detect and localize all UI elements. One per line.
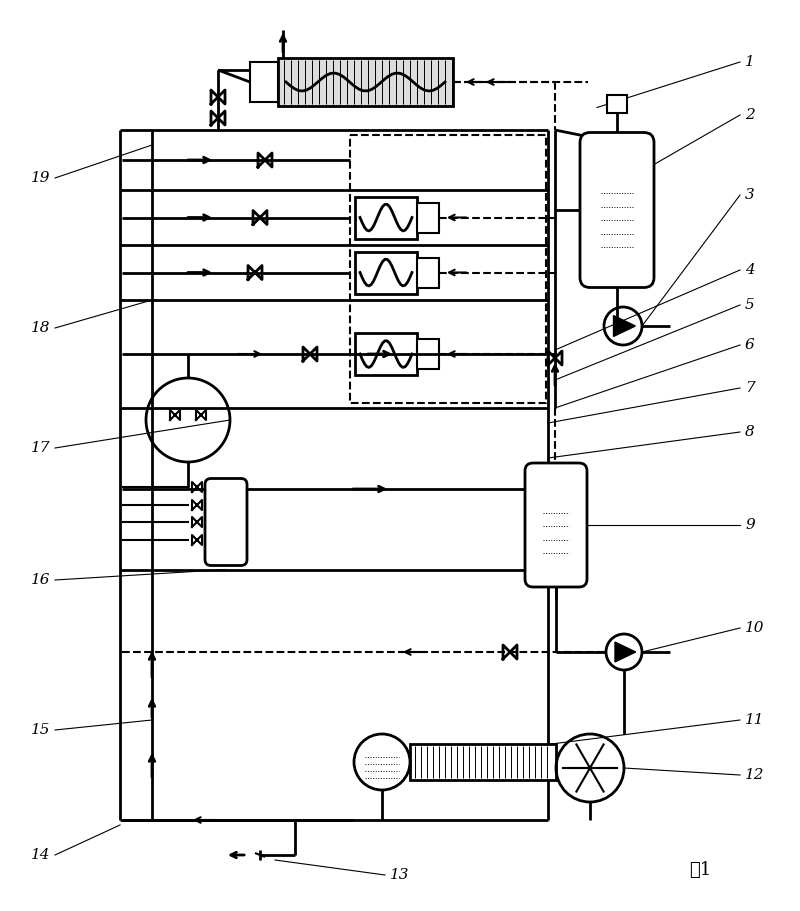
Text: 18: 18 [30,321,50,335]
Bar [355,197,417,239]
Bar [417,258,439,288]
Bar [355,333,417,375]
Polygon shape [614,315,635,336]
Text: 4: 4 [745,263,754,277]
Text: 15: 15 [30,723,50,737]
Text: 2: 2 [745,108,754,122]
Text: 9: 9 [745,518,754,532]
Text: 6: 6 [745,338,754,352]
Text: 7: 7 [745,381,754,395]
Bar [417,202,439,232]
Bar [250,62,278,102]
Text: 14: 14 [30,848,50,862]
Text: 16: 16 [30,573,50,587]
FancyBboxPatch shape [580,132,654,288]
FancyBboxPatch shape [205,478,247,566]
Bar [417,339,439,369]
Text: 12: 12 [745,768,765,782]
Bar [278,58,453,106]
Text: 8: 8 [745,425,754,439]
Text: 10: 10 [745,621,765,635]
Bar [410,744,556,780]
Bar [607,95,627,112]
Text: 图1: 图1 [689,861,711,879]
Text: 5: 5 [745,298,754,312]
Text: 13: 13 [390,868,410,882]
Text: 3: 3 [745,188,754,202]
Polygon shape [615,642,636,662]
Text: 19: 19 [30,171,50,185]
Text: 11: 11 [745,713,765,727]
Text: 1: 1 [745,55,754,69]
Bar [355,251,417,293]
Text: 17: 17 [30,441,50,455]
FancyBboxPatch shape [525,463,587,587]
